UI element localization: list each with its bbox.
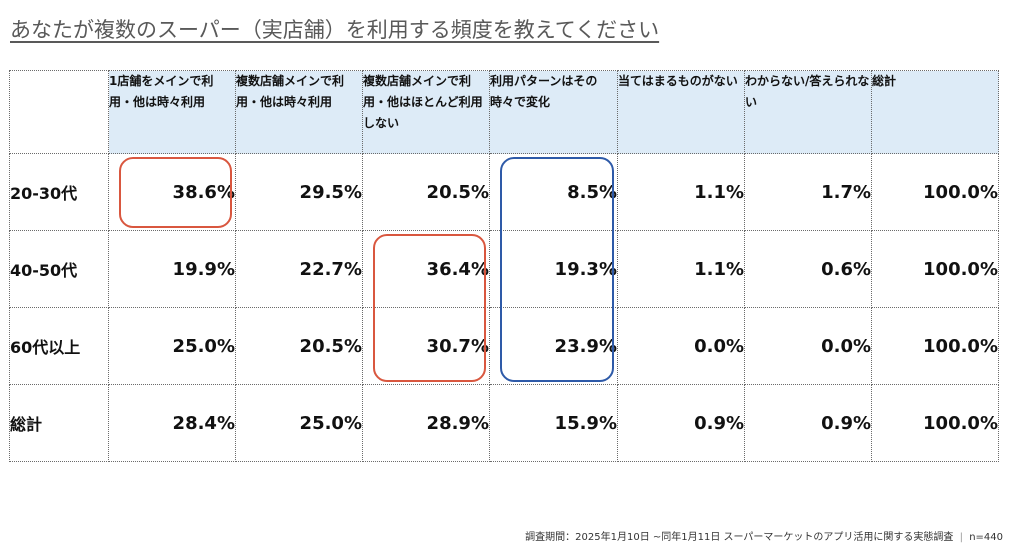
survey-period: 調査期間：2025年1月10日 ~同年1月11日 スーパーマーケットのアプリ活用…	[525, 532, 954, 543]
data-cell: 100.0%	[871, 384, 999, 462]
table-row: 総計 28.4% 25.0% 28.9% 15.9% 0.9% 0.9% 100…	[9, 384, 999, 462]
data-cell: 25.0%	[108, 307, 236, 385]
table-row: 40-50代 19.9% 22.7% 36.4% 19.3% 1.1% 0.6%…	[9, 230, 999, 308]
column-header: 1店舗をメインで利用・他は時々利用	[108, 70, 236, 154]
data-cell: 0.0%	[744, 307, 872, 385]
data-cell: 1.1%	[617, 230, 745, 308]
data-cell: 8.5%	[489, 153, 618, 231]
data-table: 1店舗をメインで利用・他は時々利用 複数店舗メインで利用・他は時々利用 複数店舗…	[9, 70, 999, 462]
data-cell: 15.9%	[489, 384, 618, 462]
data-cell: 20.5%	[362, 153, 490, 231]
data-cell: 28.4%	[108, 384, 236, 462]
footer-separator: |	[959, 532, 963, 543]
data-cell: 19.3%	[489, 230, 618, 308]
row-label: 60代以上	[9, 307, 109, 385]
corner-cell	[9, 70, 109, 154]
data-cell: 0.9%	[617, 384, 745, 462]
column-header: 総計	[871, 70, 999, 154]
data-cell: 38.6%	[108, 153, 236, 231]
column-header: 当てはまるものがない	[617, 70, 745, 154]
data-cell: 100.0%	[871, 230, 999, 308]
data-cell: 25.0%	[235, 384, 363, 462]
data-cell: 20.5%	[235, 307, 363, 385]
data-cell: 100.0%	[871, 153, 999, 231]
footer-note: 調査期間：2025年1月10日 ~同年1月11日 スーパーマーケットのアプリ活用…	[525, 528, 1003, 543]
table-row: 60代以上 25.0% 20.5% 30.7% 23.9% 0.0% 0.0% …	[9, 307, 999, 385]
column-header: 複数店舗メインで利用・他は時々利用	[235, 70, 363, 154]
row-label: 総計	[9, 384, 109, 462]
sample-size: n=440	[969, 532, 1003, 543]
table-row: 20-30代 38.6% 29.5% 20.5% 8.5% 1.1% 1.7% …	[9, 153, 999, 231]
data-cell: 100.0%	[871, 307, 999, 385]
column-header: わからない/答えられない	[744, 70, 872, 154]
column-header: 複数店舗メインで利用・他はほとんど利用しない	[362, 70, 490, 154]
data-cell: 1.1%	[617, 153, 745, 231]
data-cell: 0.0%	[617, 307, 745, 385]
data-cell: 30.7%	[362, 307, 490, 385]
data-cell: 19.9%	[108, 230, 236, 308]
data-cell: 1.7%	[744, 153, 872, 231]
row-label: 40-50代	[9, 230, 109, 308]
data-cell: 0.6%	[744, 230, 872, 308]
data-cell: 29.5%	[235, 153, 363, 231]
chart-title: あなたが複数のスーパー（実店舗）を利用する頻度を教えてください	[10, 18, 660, 42]
data-cell: 22.7%	[235, 230, 363, 308]
header-row: 1店舗をメインで利用・他は時々利用 複数店舗メインで利用・他は時々利用 複数店舗…	[9, 70, 999, 154]
data-cell: 36.4%	[362, 230, 490, 308]
data-cell: 0.9%	[744, 384, 872, 462]
column-header: 利用パターンはその時々で変化	[489, 70, 618, 154]
data-cell: 23.9%	[489, 307, 618, 385]
row-label: 20-30代	[9, 153, 109, 231]
data-cell: 28.9%	[362, 384, 490, 462]
